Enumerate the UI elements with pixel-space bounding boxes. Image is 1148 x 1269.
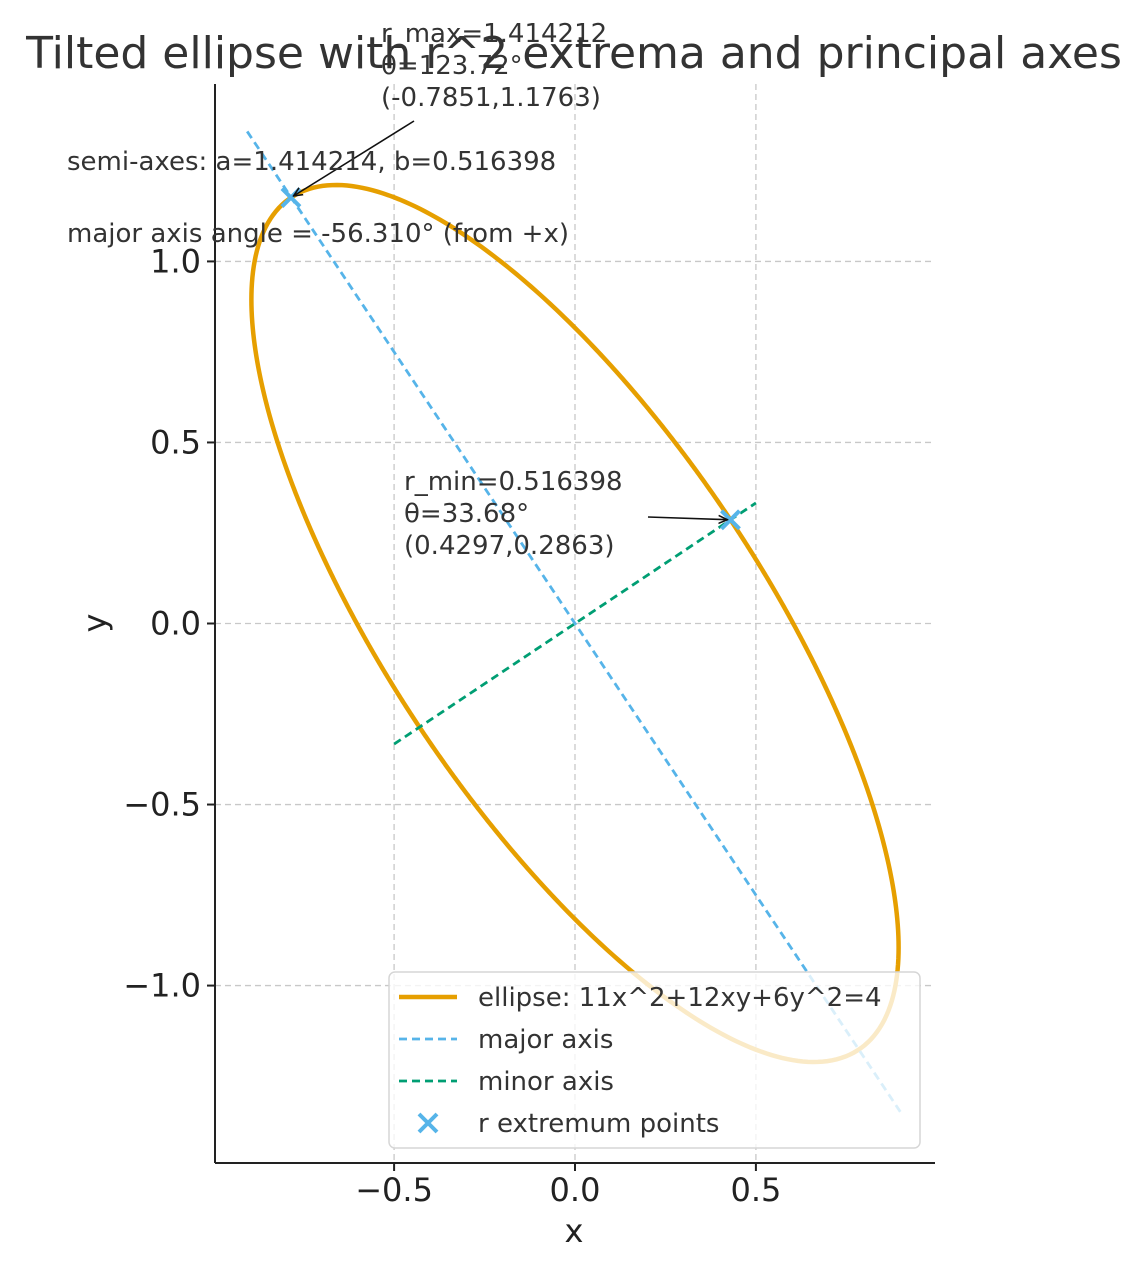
y-axis-label: y [76, 614, 114, 633]
y-tick-label: 0.5 [150, 423, 201, 461]
legend-swatch [417, 1112, 439, 1134]
extremum-point [280, 187, 302, 208]
x-tick-label: −0.5 [355, 1171, 433, 1209]
major-axis-line [246, 130, 904, 1117]
minor-axis-line [393, 501, 757, 746]
annotation-arrow [293, 120, 415, 196]
legend: ellipse: 11x^2+12xy+6y^2=4 major axis mino… [388, 971, 921, 1149]
y-tick-label: 1.0 [150, 242, 201, 280]
info-text: major axis angle = -56.310° (from +x) [67, 219, 569, 249]
annotation-arrow [647, 517, 727, 520]
legend-label: major axis [478, 1025, 613, 1055]
y-tick-label: −0.5 [123, 786, 201, 824]
info-text: semi-axes: a=1.414214, b=0.516398 [67, 147, 556, 177]
chart-title: Tilted ellipse with r^2 extrema and prin… [25, 28, 1122, 79]
annotation-text: θ=33.68° [404, 499, 529, 529]
ticks: −0.5 0.0 0.5 −1.0 −0.5 0.0 0.5 1.0 [123, 242, 781, 1209]
x-axis-label: x [565, 1212, 584, 1250]
annotation-text: r_max=1.414212 [381, 19, 607, 49]
legend-label: minor axis [478, 1067, 614, 1097]
legend-box [388, 971, 921, 1149]
annotation-text: r_min=0.516398 [404, 467, 623, 497]
annotation-text: (0.4297,0.2863) [404, 531, 615, 561]
x-tick-label: 0.0 [550, 1171, 601, 1209]
annotation-text: θ=123.72° [381, 51, 523, 81]
y-tick-label: 0.0 [150, 605, 201, 643]
annotation-text: (-0.7851,1.1763) [381, 83, 601, 113]
x-tick-label: 0.5 [730, 1171, 781, 1209]
legend-label: ellipse: 11x^2+12xy+6y^2=4 [478, 983, 882, 1013]
extremum-point [720, 509, 741, 531]
legend-label: r extremum points [478, 1109, 719, 1139]
y-tick-label: −1.0 [123, 967, 201, 1005]
